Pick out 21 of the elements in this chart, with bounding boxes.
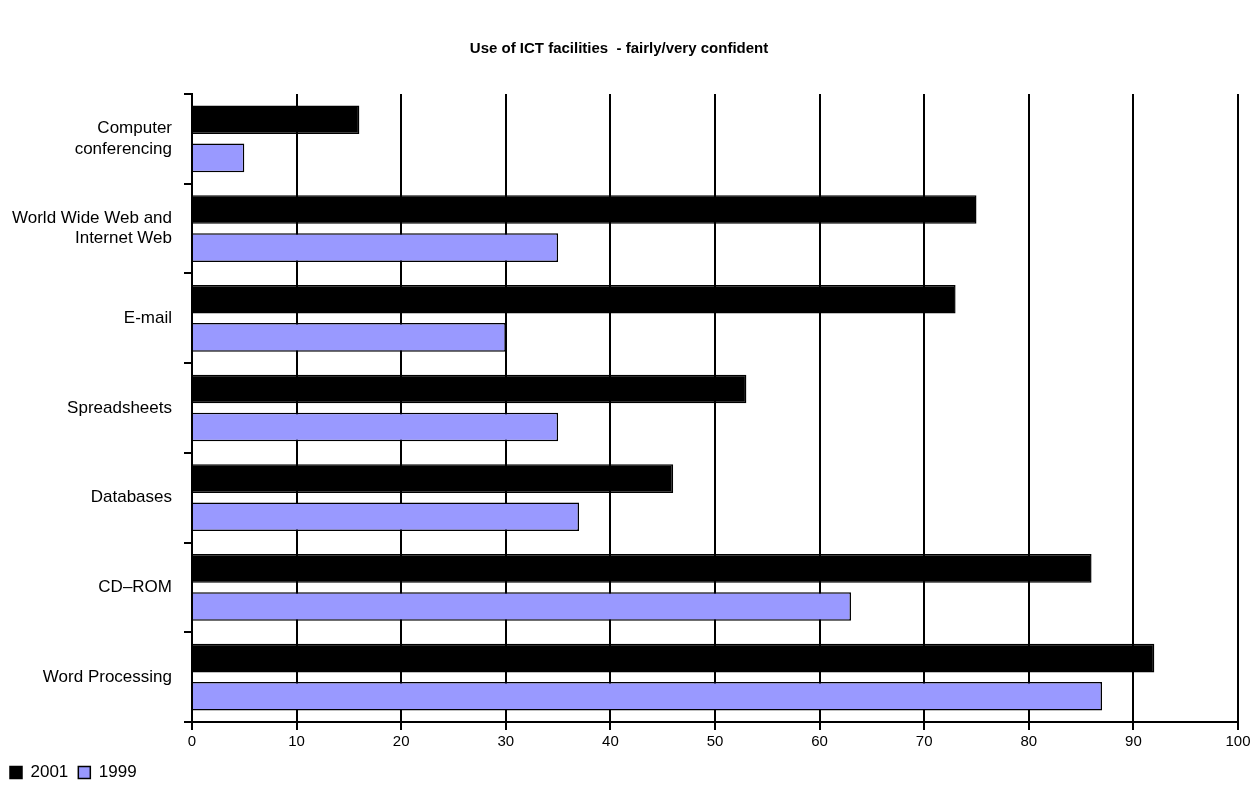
y-tick-label: Spreadsheets (67, 397, 172, 417)
x-tick-label: 40 (602, 732, 619, 750)
x-tick-label: 50 (706, 732, 724, 750)
x-tick-label: 10 (288, 732, 305, 750)
x-tick-label: 80 (1020, 732, 1038, 750)
y-tick-label: E-mail (123, 307, 172, 327)
y-tick-label: World Wide Web and Internet Web (12, 208, 172, 248)
legend-label: 1999 (98, 762, 137, 782)
chart-title: Use of ICT facilities - fairly/very confident (469, 39, 769, 57)
y-tick-label: Computer conferencing (74, 118, 173, 158)
x-tick-label: 90 (1125, 732, 1142, 750)
x-tick-label: 60 (811, 732, 828, 750)
y-tick-label: Databases (90, 487, 172, 507)
y-tick-label: Word Processing (42, 666, 172, 686)
legend-label: 2001 (30, 762, 69, 782)
x-tick-label: 100 (1225, 732, 1251, 750)
x-tick-label: 20 (392, 732, 410, 750)
x-tick-label: 70 (915, 732, 933, 750)
x-tick-label: 0 (187, 732, 197, 750)
y-tick-label: CD–ROM (98, 577, 172, 597)
x-tick-label: 30 (497, 732, 515, 750)
